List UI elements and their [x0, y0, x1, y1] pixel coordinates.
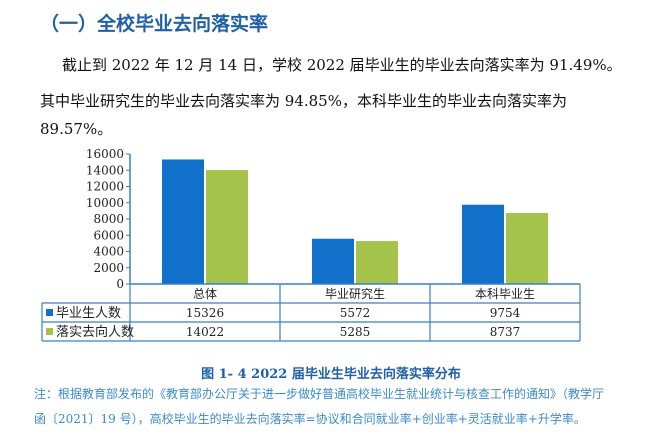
paragraph-line: 89.57%。	[40, 120, 113, 138]
y-tick-label: 0	[116, 277, 124, 291]
table-value: 15326	[186, 306, 224, 320]
category-label: 本科毕业生	[475, 287, 535, 301]
category-label: 毕业研究生	[325, 286, 385, 301]
legend-label: 毕业生人数	[56, 306, 121, 321]
y-tick-label: 2000	[93, 261, 124, 275]
note-line: 函〔2021〕19 号），高校毕业生的毕业去向落实率=协议和合同就业率+创业率+…	[34, 412, 586, 426]
table-value: 5572	[340, 306, 371, 320]
legend-label: 落实去向人数	[56, 324, 134, 340]
bar-graduates	[162, 159, 204, 284]
table-value: 5285	[340, 325, 371, 339]
section-heading: （一）全校毕业去向落实率	[40, 13, 269, 35]
bar-graduates	[312, 238, 354, 284]
legend-swatch	[46, 309, 53, 316]
y-tick-label: 10000	[86, 196, 124, 210]
table-value: 9754	[490, 306, 521, 320]
bar-graduates	[462, 204, 504, 284]
figure-caption: 图 1- 4 2022 届毕业生毕业去向落实率分布	[201, 367, 461, 382]
bar-placed	[206, 170, 248, 284]
bar-placed	[506, 213, 548, 284]
legend-swatch	[46, 328, 53, 335]
y-tick-label: 12000	[86, 180, 124, 194]
category-label: 总体	[193, 287, 217, 301]
bar-chart: 0200040006000800010000120001400016000总体毕…	[41, 147, 581, 342]
y-tick-label: 4000	[93, 245, 124, 259]
paragraph-line: 其中毕业研究生的毕业去向落实率为 94.85%，本科毕业生的毕业去向落实率为	[40, 92, 567, 110]
note-line: 注：根据教育部发布的《教育部办公厅关于进一步做好普通高校毕业生就业统计与核查工作…	[34, 387, 605, 401]
paragraph-line: 截止到 2022 年 12 月 14 日，学校 2022 届毕业生的毕业去向落实…	[62, 56, 622, 74]
y-tick-label: 6000	[93, 228, 124, 242]
table-value: 14022	[186, 325, 224, 339]
y-tick-label: 8000	[93, 212, 124, 226]
bar-placed	[356, 241, 398, 284]
y-tick-label: 14000	[86, 163, 124, 177]
table-value: 8737	[490, 325, 521, 339]
y-tick-label: 16000	[86, 147, 124, 161]
